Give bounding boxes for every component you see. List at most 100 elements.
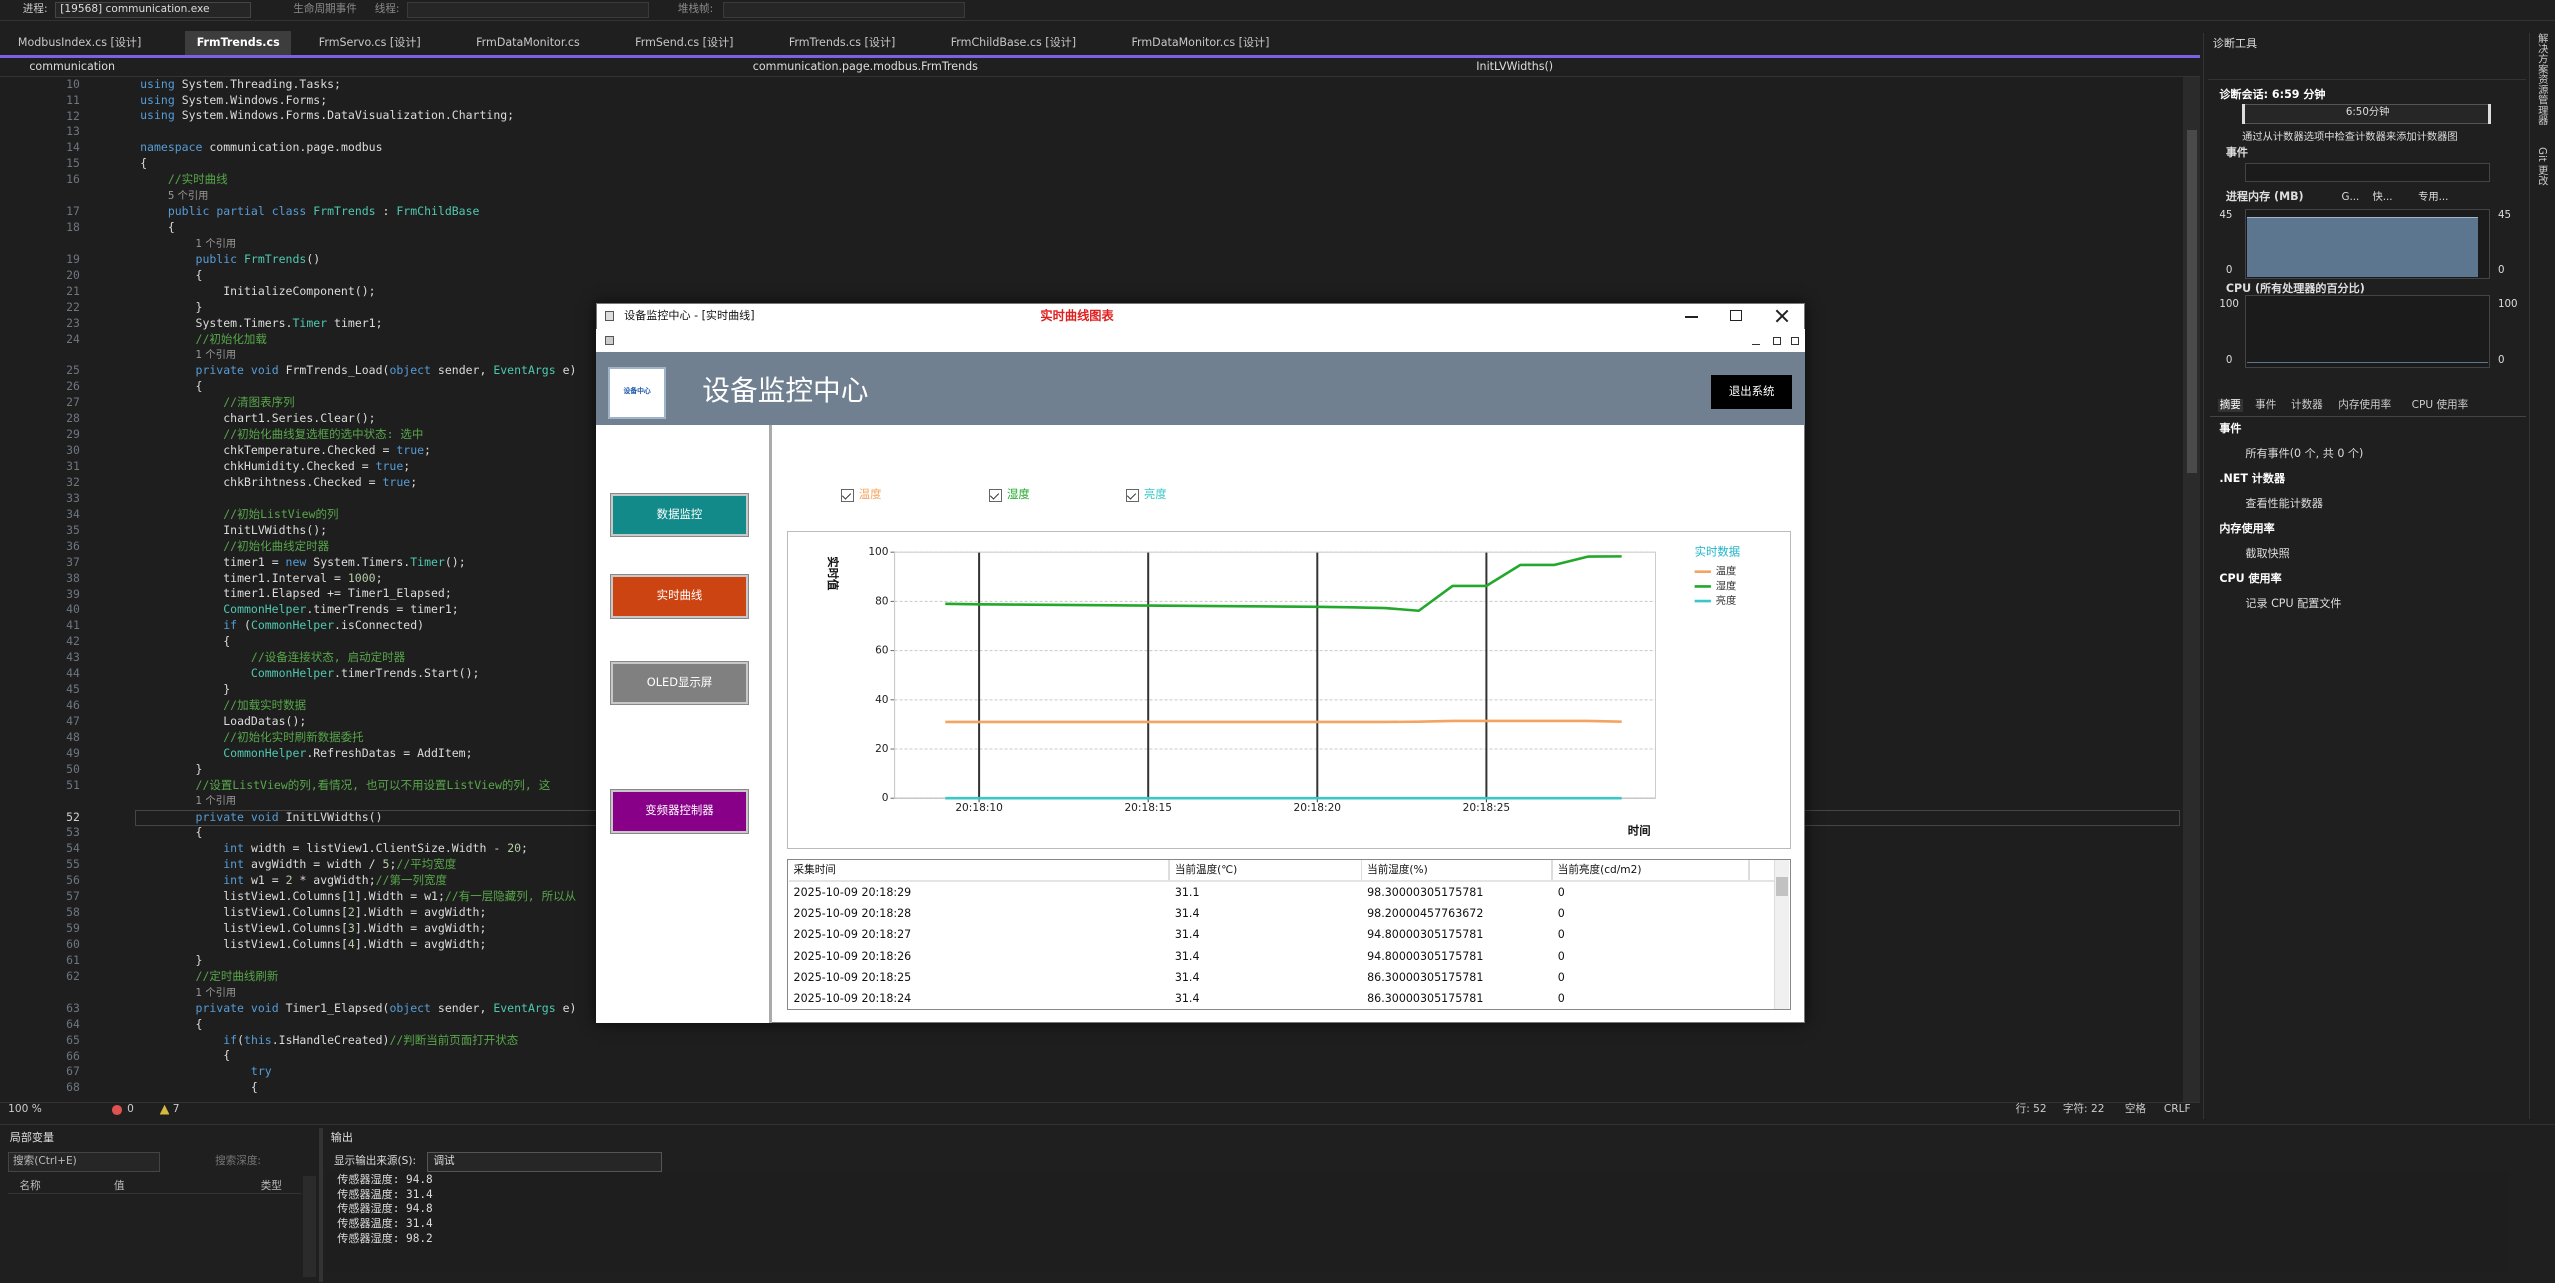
summary-link[interactable]: 所有事件(0 个, 共 0 个) [2245,446,2364,460]
document-tab[interactable]: FrmDataMonitor.cs [476,35,580,49]
code-token: Timer1_Elapsed [347,586,445,601]
summary-link[interactable]: 查看性能计数器 [2245,496,2323,510]
mdi-min[interactable] [1751,343,1760,346]
status-bar [0,1101,2200,1120]
table-cell: 94.80000305175781 [1367,949,1484,963]
code-token [140,443,223,457]
line-number: 16 [66,172,80,187]
code-token [140,602,223,616]
code-token: chkHumidity [223,458,300,473]
code-token: { [140,267,203,282]
output-source-combo[interactable] [426,1152,662,1172]
code-token: modbus [340,140,383,155]
menu-label[interactable]: 数据监控 [656,506,703,521]
code-token: ; [444,586,452,601]
code-token: ; [451,602,459,617]
mdi-close[interactable] [1790,337,1799,346]
table-header: 采集时间 [793,863,836,876]
diagnostics-tab[interactable]: 计数器 [2291,399,2323,412]
document-tab[interactable]: FrmTrends.cs [185,30,292,56]
code-token [140,507,223,521]
code-token: Forms [285,108,321,123]
error-icon [112,1104,123,1115]
output-source[interactable]: 调试 [433,1155,455,1168]
menu-button[interactable] [610,574,749,619]
code-token: EventArgs [493,1000,556,1015]
document-tab[interactable]: FrmSend.cs [设计] [635,35,734,49]
document-tab[interactable]: FrmChildBase.cs [设计] [950,35,1077,49]
mdi-restore[interactable] [1772,337,1781,346]
side-tab[interactable]: Git 更改 [2535,146,2548,186]
document-tab[interactable]: ModbusIndex.cs [设计] [17,35,142,49]
code-token [140,1064,251,1078]
plot-border [894,551,1657,799]
table-cell: 31.4 [1174,907,1200,921]
locals-search[interactable]: 搜索(Ctrl+E) [13,1155,77,1168]
diagnostics-tab[interactable]: 内存使用率 [2338,399,2392,412]
code-token: * [292,873,314,888]
memory-legend: 快... [2372,190,2393,203]
code-token [140,969,195,983]
minimize-button[interactable] [1684,316,1698,318]
table-cell: 2025-10-09 20:18:26 [793,949,912,963]
code-token: listView1 [223,936,286,951]
diagnostics-tab[interactable]: 摘要 [2217,399,2243,412]
code-token: Timers [361,554,404,569]
line-number: 37 [66,554,80,569]
series-checkbox[interactable] [1125,488,1139,502]
code-token: = [361,474,383,489]
diagnostics-tab[interactable]: 事件 [2255,399,2277,412]
nav-class[interactable]: communication.page.modbus.FrmTrends [752,59,978,73]
code-token: Columns [292,921,341,936]
summary-link[interactable]: 记录 CPU 配置文件 [2245,596,2342,610]
code-token: InitializeComponent [223,283,355,298]
code-token: 3 [347,921,355,936]
table-cell: 0 [1557,907,1565,921]
line-number: 49 [66,745,80,760]
column-divider [1168,860,1170,880]
table-header: 当前湿度(%) [1367,863,1428,876]
series-checkbox[interactable] [989,488,1003,502]
menu-label[interactable]: OLED显示屏 [646,674,713,689]
code-token: . [368,841,376,856]
diagnostics-tab[interactable]: CPU 使用率 [2411,399,2469,412]
code-line: { [140,1016,203,1032]
line-number: 60 [66,937,80,952]
checkbox-label[interactable]: 湿度 [1007,487,1030,502]
document-tab[interactable]: FrmDataMonitor.cs [设计] [1131,35,1270,49]
checkbox-label[interactable]: 亮度 [1143,487,1167,502]
code-token [244,363,251,377]
checkbox-label[interactable]: 温度 [858,487,882,502]
menu-button[interactable] [610,789,749,834]
maximize-button[interactable] [1730,309,1742,321]
code-token: timerTrends [313,602,390,617]
line-number: 55 [66,857,80,872]
code-token: = [403,889,425,904]
x-tick-label: 20:18:10 [955,802,1003,814]
series-checkbox[interactable] [840,488,854,502]
code-line: int avgWidth = width / 5;//平均宽度 [140,857,456,872]
exit-button[interactable] [1710,374,1793,409]
menu-label[interactable]: 变频器控制器 [645,803,714,818]
document-tab[interactable]: FrmServo.cs [设计] [318,35,421,49]
nav-project[interactable]: communication [29,59,115,73]
y-tick-label: 100 [868,546,888,558]
memory-axis-label: 0 [2225,264,2233,277]
menu-button[interactable] [610,492,749,538]
code-token: { [140,1016,203,1031]
summary-link[interactable]: 截取快照 [2245,546,2290,560]
code-token: void [250,809,279,824]
side-tab[interactable]: 解决方案资源管理器 [2535,32,2548,126]
code-token: . [306,745,314,760]
menu-button[interactable] [610,660,749,705]
code-token: ; [479,921,487,936]
menu-label[interactable]: 实时曲线 [656,588,703,603]
document-tab[interactable]: FrmTrends.cs [设计] [788,35,896,49]
exit-label[interactable]: 退出系统 [1728,383,1775,398]
column-divider [1360,860,1363,880]
side-nav-border [769,425,772,1024]
nav-member[interactable]: InitLVWidths() [1476,59,1554,73]
code-token: timer1 [223,554,265,569]
code-token: Windows [230,92,279,107]
code-token: . [223,76,231,91]
